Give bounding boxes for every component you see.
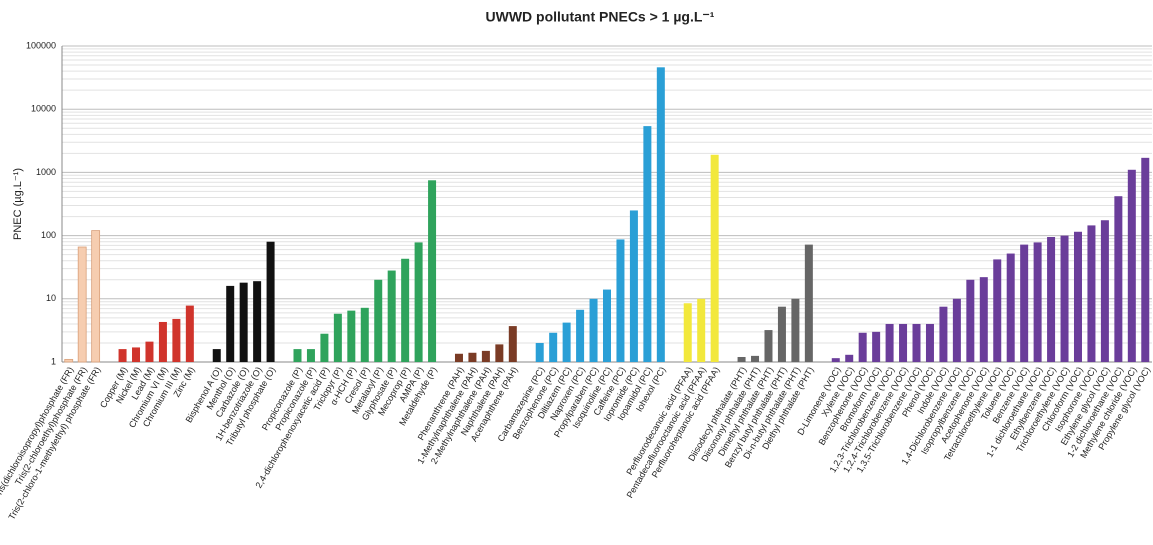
bar <box>1114 196 1123 362</box>
y-tick-label: 1 <box>51 356 56 366</box>
y-tick-label: 10000 <box>31 104 56 114</box>
bar <box>145 341 154 362</box>
bar <box>885 323 894 362</box>
bar <box>495 344 504 362</box>
bar <box>616 239 625 362</box>
bar <box>858 332 867 362</box>
y-tick-label: 100000 <box>26 40 56 50</box>
bar <box>387 270 396 362</box>
bar <box>1087 225 1096 362</box>
bar <box>1100 220 1109 362</box>
bar <box>1020 244 1029 362</box>
bar <box>508 326 517 362</box>
bar <box>993 259 1002 362</box>
bar <box>912 323 921 362</box>
bar <box>454 353 463 362</box>
bar <box>266 241 275 362</box>
y-tick-label: 10 <box>46 293 56 303</box>
bar <box>777 306 786 362</box>
bar <box>1141 157 1150 362</box>
bar <box>831 358 840 362</box>
bar <box>158 321 167 362</box>
bar <box>656 67 665 362</box>
bar <box>347 310 356 362</box>
bar <box>939 306 948 362</box>
bar <box>710 154 719 362</box>
bar <box>751 355 760 362</box>
bar <box>306 349 315 362</box>
bar <box>629 210 638 362</box>
bar <box>360 307 369 362</box>
bar <box>172 318 181 362</box>
bar <box>1006 253 1015 362</box>
bar <box>132 347 141 362</box>
bar <box>333 313 342 362</box>
bar <box>77 246 87 363</box>
bar <box>253 281 262 362</box>
bar <box>643 126 652 362</box>
bar <box>576 309 585 362</box>
bar <box>535 342 544 362</box>
bar <box>603 289 611 362</box>
bar <box>1073 231 1082 362</box>
bar <box>966 279 975 362</box>
bar <box>872 331 881 362</box>
bar <box>925 323 934 362</box>
bar <box>764 330 773 362</box>
bar <box>589 298 598 362</box>
chart-title: UWWD pollutant PNECs > 1 µg.L⁻¹ <box>486 9 715 25</box>
bar <box>239 282 248 362</box>
bar <box>683 303 692 362</box>
bar <box>293 349 302 362</box>
bar <box>212 349 221 362</box>
bar <box>320 333 329 362</box>
y-axis-label: PNEC (µg.L⁻¹) <box>12 168 24 240</box>
y-tick-label: 1000 <box>36 167 56 177</box>
bar <box>226 285 235 362</box>
bar <box>899 323 908 362</box>
bar <box>845 354 854 362</box>
bar <box>185 305 194 362</box>
bar <box>481 350 490 362</box>
bar <box>1047 237 1056 362</box>
y-tick-label: 100 <box>41 230 56 240</box>
bar <box>979 277 988 362</box>
bar <box>1127 169 1136 362</box>
bar <box>1033 242 1042 362</box>
bar <box>414 242 423 362</box>
bar <box>401 258 410 362</box>
bar <box>1060 235 1069 362</box>
bar <box>374 279 383 362</box>
bar <box>562 322 571 362</box>
bar <box>118 349 127 362</box>
bar <box>428 180 437 362</box>
bar <box>64 358 74 363</box>
bar <box>804 244 813 362</box>
bar <box>91 230 101 363</box>
bar <box>468 352 477 362</box>
bar <box>791 298 800 362</box>
bar <box>549 332 558 362</box>
bar <box>697 298 706 362</box>
bar <box>737 356 746 362</box>
bar <box>952 298 961 362</box>
x-tick-label: Tris(2-chloroethyl)phosphate (FR) <box>13 365 89 487</box>
